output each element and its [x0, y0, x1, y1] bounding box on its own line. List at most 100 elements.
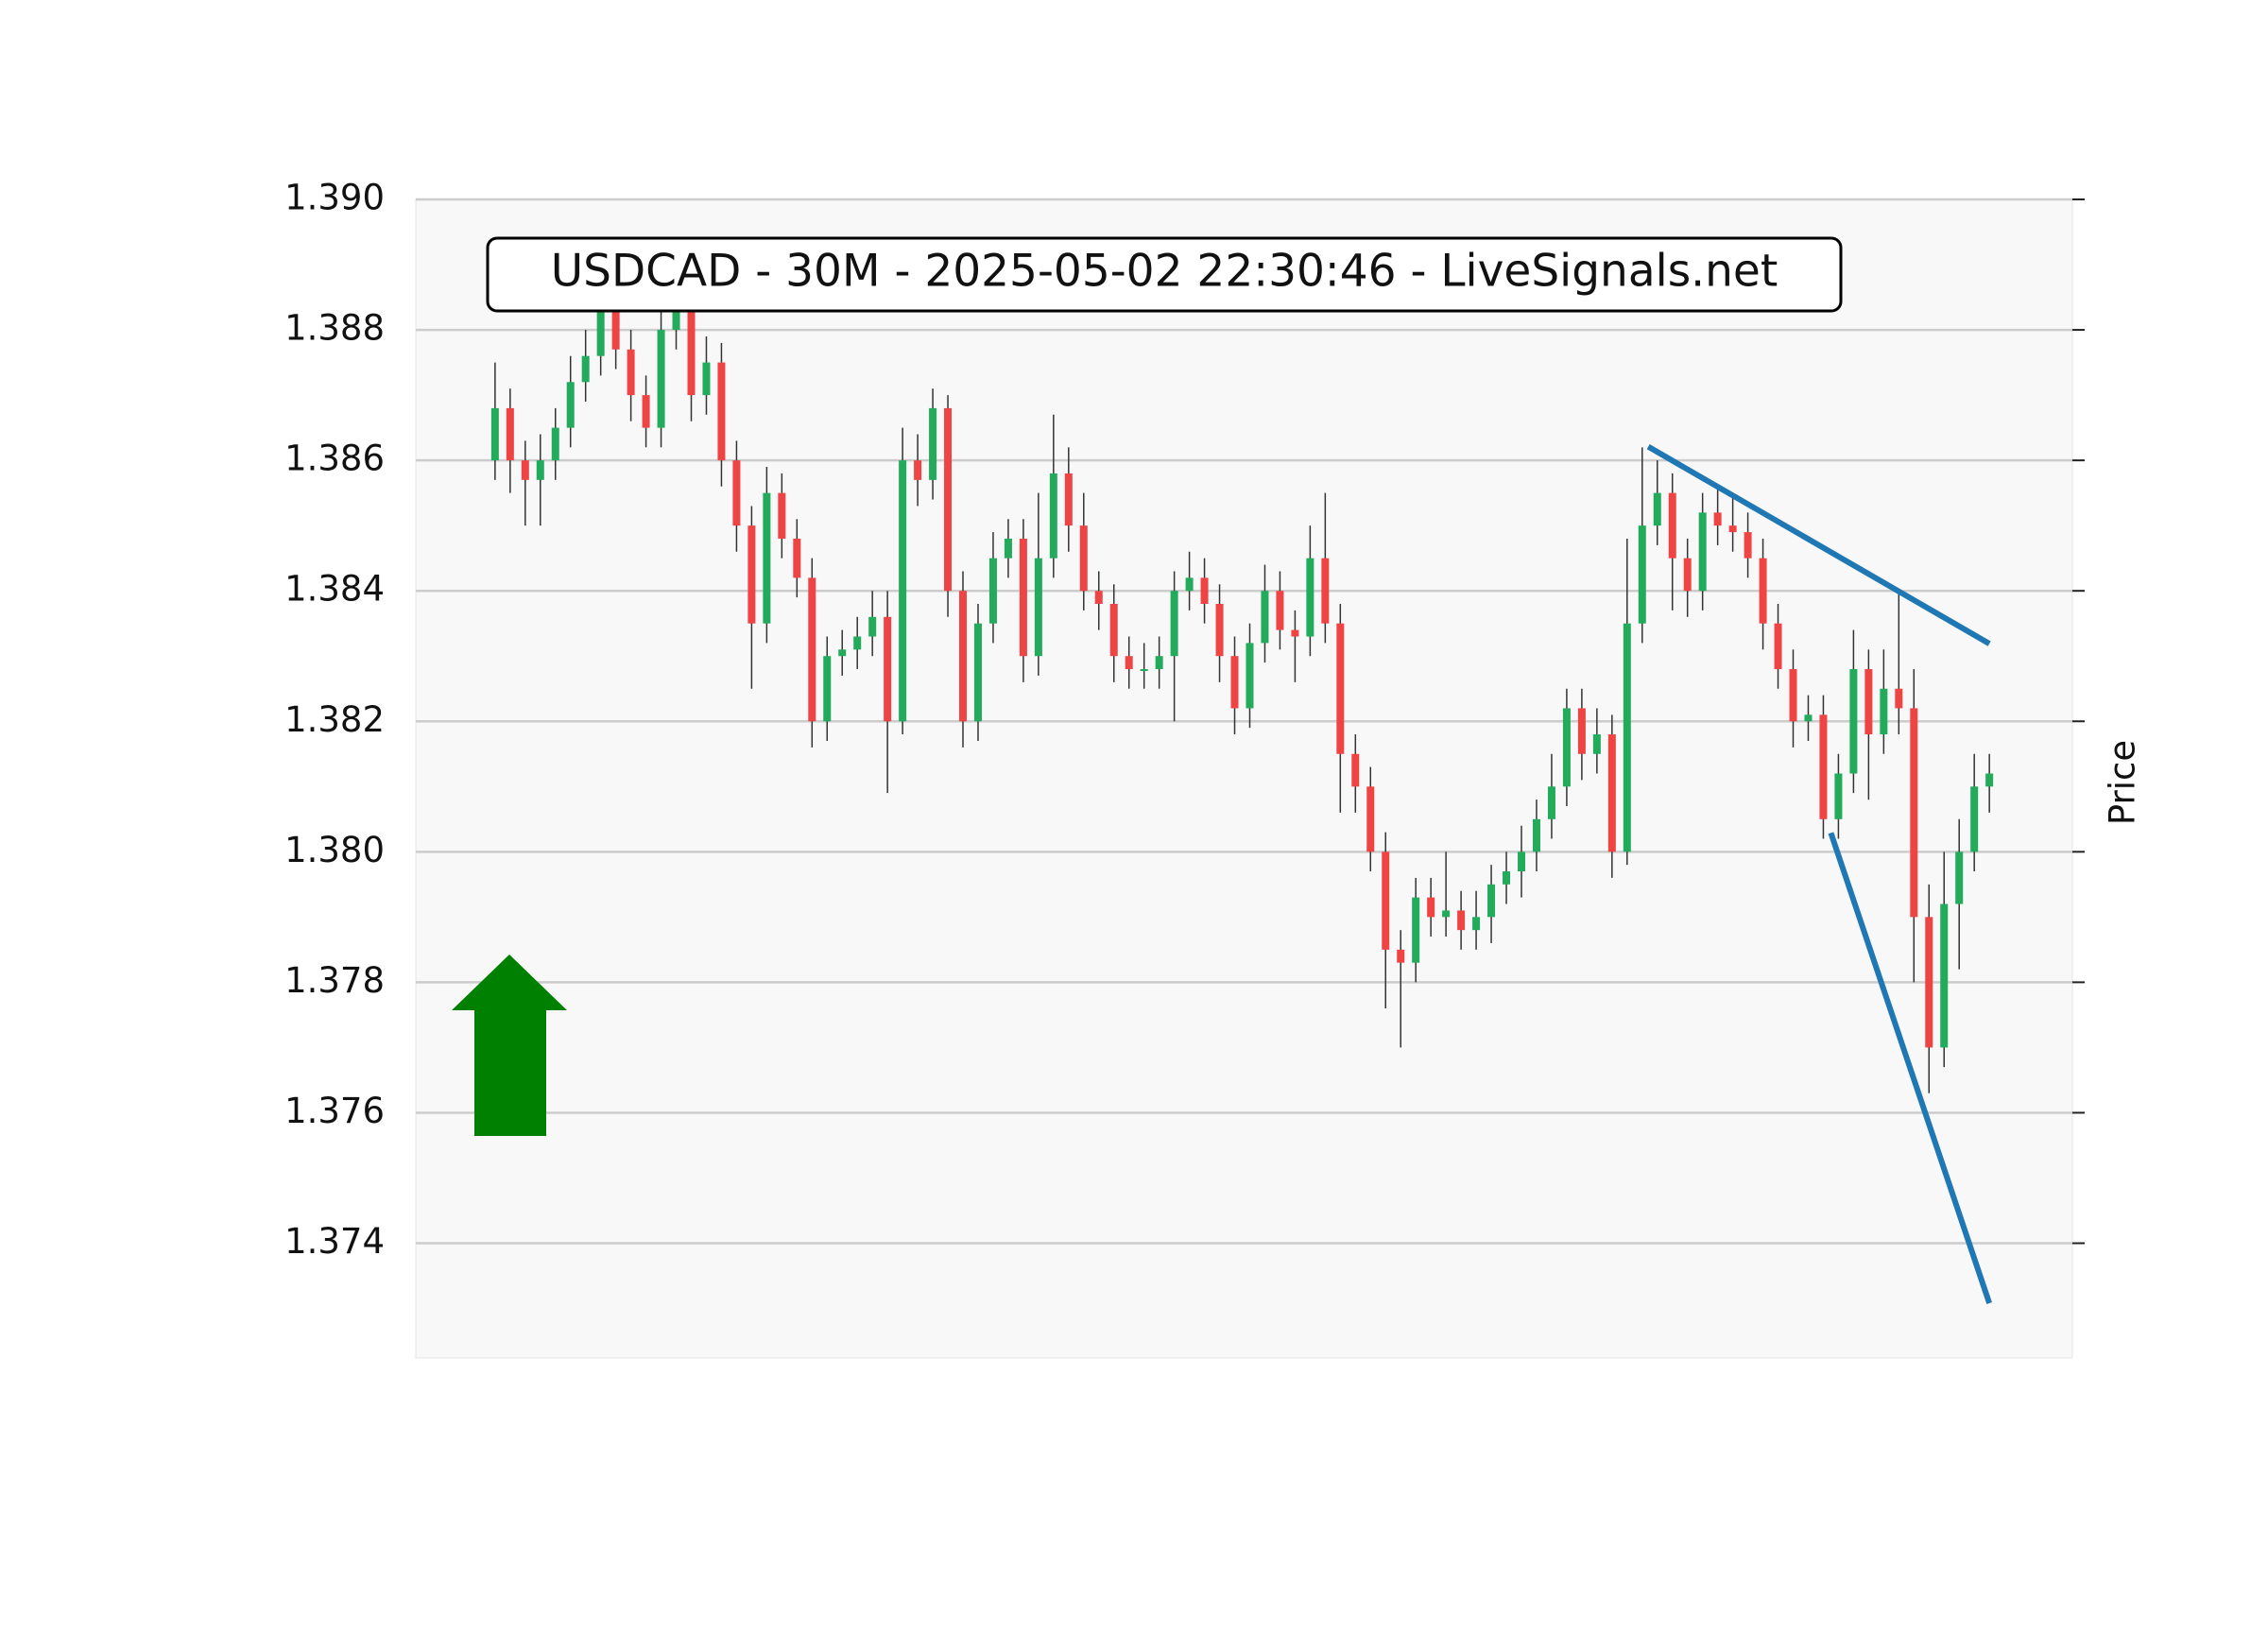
- chart-title: USDCAD - 30M - 2025-05-02 22:30:46 - Liv…: [551, 246, 1778, 298]
- candle-body: [1019, 538, 1027, 657]
- candle-body: [1261, 591, 1269, 644]
- candle-body: [1653, 492, 1661, 526]
- candle-body: [1336, 623, 1345, 754]
- candle-body: [1864, 669, 1873, 735]
- signal-arrow: [452, 955, 567, 1136]
- candle-body: [1517, 851, 1525, 872]
- plot-layer: 1.374 1.376 1.378 1.380 1.382 1.384 1.386 1.388…: [284, 178, 2085, 1304]
- candle-body: [672, 297, 680, 331]
- candle-body: [1562, 708, 1571, 787]
- candle-body: [1246, 643, 1254, 709]
- candle-body: [1759, 558, 1767, 624]
- candle-body: [1880, 688, 1888, 735]
- candle-body: [1955, 851, 1964, 904]
- y-tick-label: 1.390: [284, 178, 385, 218]
- candle-body: [1577, 708, 1586, 754]
- candle-body: [1985, 773, 1994, 787]
- candle-body: [566, 382, 575, 428]
- candle-body: [1155, 656, 1163, 670]
- candle-body: [732, 460, 741, 526]
- candle-body: [1366, 786, 1375, 852]
- candle-body: [1532, 818, 1540, 852]
- candle-body: [1004, 538, 1012, 559]
- candle-body: [642, 395, 650, 428]
- candle-body: [702, 362, 711, 396]
- candle-body: [1925, 917, 1933, 1048]
- candle-body: [1200, 577, 1209, 604]
- candle-body: [1185, 577, 1194, 592]
- candle-body: [747, 525, 756, 624]
- candle-body: [1109, 603, 1118, 657]
- candle-body: [1834, 773, 1843, 819]
- candle-body: [1698, 512, 1707, 592]
- candle-body: [1819, 714, 1828, 819]
- candle-body: [778, 492, 786, 539]
- candle-body: [1895, 688, 1903, 709]
- candle-body: [1291, 629, 1299, 637]
- candle-body: [1668, 492, 1676, 559]
- candle-body: [536, 460, 544, 480]
- candle-body: [611, 297, 620, 350]
- y-tick-label: 1.374: [284, 1221, 385, 1262]
- candle-body: [1487, 884, 1496, 918]
- candle-body: [1049, 473, 1057, 559]
- candle-body: [657, 330, 665, 428]
- candle-body: [1351, 753, 1360, 787]
- candle-body: [1744, 532, 1752, 559]
- candle-body: [1094, 591, 1103, 604]
- candle-body: [717, 362, 726, 461]
- candle-body: [1713, 512, 1722, 526]
- title-box: [486, 236, 1843, 313]
- candle-body: [988, 558, 997, 624]
- candle-body: [868, 616, 877, 637]
- candle-body: [1064, 473, 1073, 526]
- candle-body: [1034, 558, 1042, 657]
- candle-body: [853, 636, 862, 650]
- candle-body: [1125, 656, 1133, 670]
- candle-body: [490, 407, 499, 461]
- y-tick-label: 1.382: [284, 699, 385, 740]
- candle-body: [581, 355, 590, 383]
- candle-body: [1140, 669, 1148, 672]
- candle-body: [1728, 525, 1737, 533]
- candle-body: [551, 427, 559, 461]
- candle-body: [1215, 603, 1224, 657]
- candle-body: [1940, 903, 1949, 1048]
- trendline: [1646, 444, 1991, 646]
- candle-body: [899, 460, 907, 722]
- candle-body: [1472, 917, 1481, 931]
- y-tick-label: 1.378: [284, 960, 385, 1001]
- candle-body: [973, 623, 982, 722]
- candle-body: [1170, 591, 1178, 657]
- candle-body: [1427, 897, 1435, 918]
- candle-body: [1079, 525, 1088, 592]
- candle-body: [808, 577, 816, 722]
- candle-body: [793, 538, 801, 578]
- candle-body: [1970, 786, 1979, 852]
- candle-body: [1910, 708, 1918, 918]
- candle-body: [521, 460, 529, 480]
- y-tick-label: 1.380: [284, 830, 385, 870]
- candle-body: [1306, 558, 1314, 637]
- candle-body: [1683, 558, 1692, 592]
- candle-body: [627, 349, 635, 396]
- candle-body: [1230, 656, 1239, 709]
- candle-body: [1412, 897, 1420, 963]
- candle-body: [838, 649, 847, 657]
- candle-body: [1607, 734, 1616, 852]
- candle-body: [1547, 786, 1555, 819]
- candle-body: [1623, 623, 1631, 852]
- candle-body: [1382, 851, 1390, 950]
- candle-body: [1849, 669, 1858, 774]
- y-axis-label: Price: [2103, 740, 2143, 825]
- candle-body: [763, 492, 771, 624]
- trendline: [1828, 832, 1992, 1304]
- candle-body: [914, 460, 922, 480]
- candle-body: [884, 616, 892, 722]
- candle-body: [823, 656, 832, 722]
- candle-body: [959, 591, 968, 722]
- y-tick-label: 1.376: [284, 1091, 385, 1131]
- candle-body: [1442, 910, 1451, 918]
- candle-body: [596, 297, 605, 356]
